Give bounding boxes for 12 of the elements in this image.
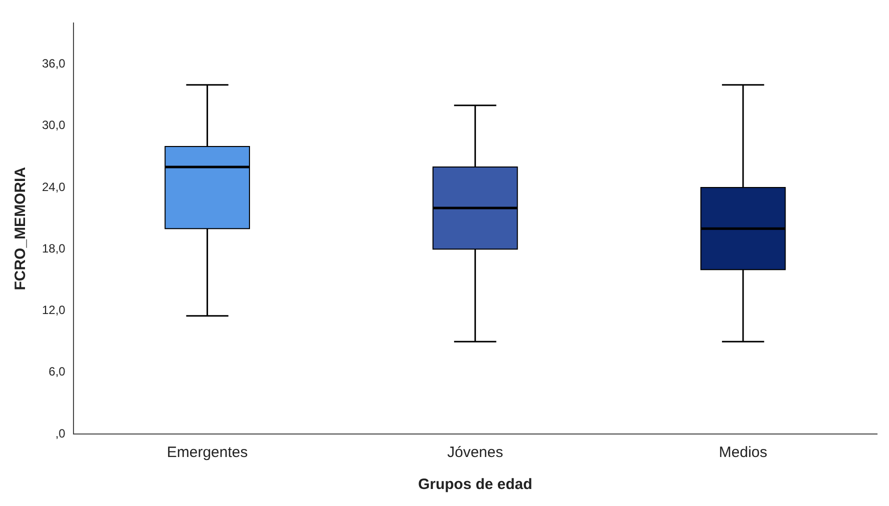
y-tick-label: 30,0 bbox=[42, 118, 66, 132]
y-axis-title: FCRO_MEMORIA bbox=[12, 166, 30, 290]
x-tick-label: Jóvenes bbox=[447, 444, 504, 462]
y-tick-label: 6,0 bbox=[48, 364, 66, 379]
y-tick-label: 36,0 bbox=[42, 56, 66, 71]
y-tick-label: 12,0 bbox=[42, 303, 66, 318]
x-tick-label: Emergentes bbox=[166, 444, 248, 462]
x-axis-title: Grupos de edad bbox=[418, 476, 532, 494]
y-tick-label: 18,0 bbox=[42, 241, 66, 256]
y-tick-label: 24,0 bbox=[42, 180, 66, 194]
x-tick-label: Medios bbox=[718, 444, 768, 462]
y-tick-label: ,0 bbox=[55, 426, 66, 440]
